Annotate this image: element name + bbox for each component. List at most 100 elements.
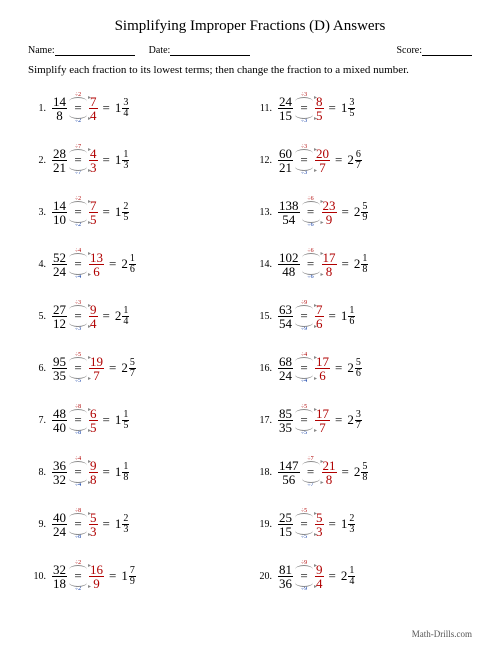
arrow-icon: ▸ bbox=[88, 458, 91, 465]
arrow-icon: ▸ bbox=[88, 354, 91, 361]
denominator: 10 bbox=[52, 213, 67, 226]
arrow-icon: ▸ bbox=[314, 583, 317, 590]
original-fraction: 5224 bbox=[52, 251, 67, 278]
simplified-numerator: 17 bbox=[315, 407, 330, 421]
arrow-icon: ▸ bbox=[88, 146, 91, 153]
mixed-numerator: 6 bbox=[355, 150, 362, 161]
simplified-fraction: 239 bbox=[322, 199, 337, 226]
equals-with-divisor: ▸÷7=÷7▸ bbox=[67, 152, 89, 168]
mixed-number: 179 bbox=[121, 566, 136, 587]
divisor-top: ÷3 bbox=[301, 92, 307, 98]
numerator: 63 bbox=[278, 303, 293, 317]
equals-sign: = bbox=[103, 516, 110, 532]
mixed-numerator: 3 bbox=[348, 98, 355, 109]
problem-row: 2.2821▸÷7=÷7▸43=113 bbox=[28, 134, 246, 186]
arc-bot bbox=[69, 110, 87, 119]
numerator: 81 bbox=[278, 563, 293, 577]
mixed-number: 135 bbox=[341, 98, 356, 119]
arrow-icon: ▸ bbox=[88, 479, 91, 486]
arrow-icon: ▸ bbox=[88, 219, 91, 226]
problem-number: 5. bbox=[28, 311, 46, 322]
numerator: 14 bbox=[52, 95, 67, 109]
equals-with-divisor: ▸÷8=÷8▸ bbox=[67, 516, 89, 532]
mixed-number: 113 bbox=[115, 150, 130, 171]
mixed-denominator: 6 bbox=[349, 317, 354, 327]
arrow-icon: ▸ bbox=[88, 427, 91, 434]
whole-part: 1 bbox=[115, 100, 122, 116]
equals-sign: = bbox=[103, 204, 110, 220]
whole-part: 1 bbox=[121, 568, 128, 584]
whole-part: 2 bbox=[341, 568, 348, 584]
mixed-number: 118 bbox=[115, 462, 130, 483]
problem-number: 9. bbox=[28, 519, 46, 530]
mixed-denominator: 6 bbox=[130, 265, 135, 275]
denominator: 24 bbox=[52, 525, 67, 538]
arc-top bbox=[69, 305, 87, 314]
simplified-fraction: 197 bbox=[89, 355, 104, 382]
problem-row: 20.8136▸÷9=÷9▸94=214 bbox=[254, 550, 472, 602]
mixed-numerator: 5 bbox=[361, 202, 368, 213]
equals-sign: = bbox=[109, 360, 116, 376]
mixed-denominator: 7 bbox=[130, 369, 135, 379]
mixed-number: 214 bbox=[341, 566, 356, 587]
mixed-fraction: 23 bbox=[348, 514, 355, 535]
arc-bot bbox=[69, 214, 87, 223]
whole-part: 2 bbox=[121, 360, 128, 376]
problem-number: 19. bbox=[254, 519, 272, 530]
arc-top bbox=[302, 201, 320, 210]
problem-number: 12. bbox=[254, 155, 272, 166]
simplified-denominator: 7 bbox=[92, 369, 101, 382]
arc-top bbox=[69, 409, 87, 418]
mixed-number: 134 bbox=[115, 98, 130, 119]
arrow-icon: ▸ bbox=[314, 427, 317, 434]
numerator: 68 bbox=[278, 355, 293, 369]
problem-number: 13. bbox=[254, 207, 272, 218]
whole-part: 1 bbox=[115, 152, 122, 168]
arc-top bbox=[295, 305, 313, 314]
equals-with-divisor: ▸÷2=÷2▸ bbox=[67, 100, 89, 116]
arrow-icon: ▸ bbox=[88, 271, 91, 278]
divisor-top: ÷2 bbox=[75, 92, 81, 98]
numerator: 95 bbox=[52, 355, 67, 369]
mixed-denominator: 9 bbox=[362, 213, 367, 223]
mixed-number: 267 bbox=[347, 150, 362, 171]
original-fraction: 2415 bbox=[278, 95, 293, 122]
mixed-number: 116 bbox=[341, 306, 356, 327]
mixed-numerator: 2 bbox=[122, 514, 129, 525]
numerator: 24 bbox=[278, 95, 293, 109]
mixed-denominator: 8 bbox=[362, 265, 367, 275]
problem-row: 3.1410▸÷2=÷2▸75=125 bbox=[28, 186, 246, 238]
mixed-numerator: 1 bbox=[122, 306, 129, 317]
original-fraction: 13854 bbox=[278, 199, 300, 226]
whole-part: 1 bbox=[341, 100, 348, 116]
simplified-denominator: 8 bbox=[325, 473, 334, 486]
arc-top bbox=[295, 565, 313, 574]
arrow-icon: ▸ bbox=[320, 458, 323, 465]
arc-top bbox=[69, 253, 87, 262]
arrow-icon: ▸ bbox=[88, 510, 91, 517]
whole-part: 2 bbox=[121, 256, 128, 272]
arc-bot bbox=[295, 110, 313, 119]
mixed-fraction: 34 bbox=[122, 98, 129, 119]
mixed-denominator: 3 bbox=[123, 525, 128, 535]
equals-sign: = bbox=[109, 256, 116, 272]
mixed-fraction: 13 bbox=[122, 150, 129, 171]
original-fraction: 2515 bbox=[278, 511, 293, 538]
arc-bot bbox=[295, 422, 313, 431]
problem-number: 1. bbox=[28, 103, 46, 114]
score-blank[interactable] bbox=[422, 45, 472, 56]
problem-number: 7. bbox=[28, 415, 46, 426]
simplified-fraction: 176 bbox=[315, 355, 330, 382]
mixed-numerator: 1 bbox=[129, 254, 136, 265]
denominator: 35 bbox=[278, 421, 293, 434]
name-field: Name: bbox=[28, 45, 135, 56]
equals-sign: = bbox=[103, 464, 110, 480]
mixed-denominator: 4 bbox=[349, 577, 354, 587]
original-fraction: 4024 bbox=[52, 511, 67, 538]
numerator: 40 bbox=[52, 511, 67, 525]
problem-number: 14. bbox=[254, 259, 272, 270]
date-blank[interactable] bbox=[170, 45, 250, 56]
simplified-numerator: 23 bbox=[322, 199, 337, 213]
name-blank[interactable] bbox=[55, 45, 135, 56]
denominator: 18 bbox=[52, 577, 67, 590]
